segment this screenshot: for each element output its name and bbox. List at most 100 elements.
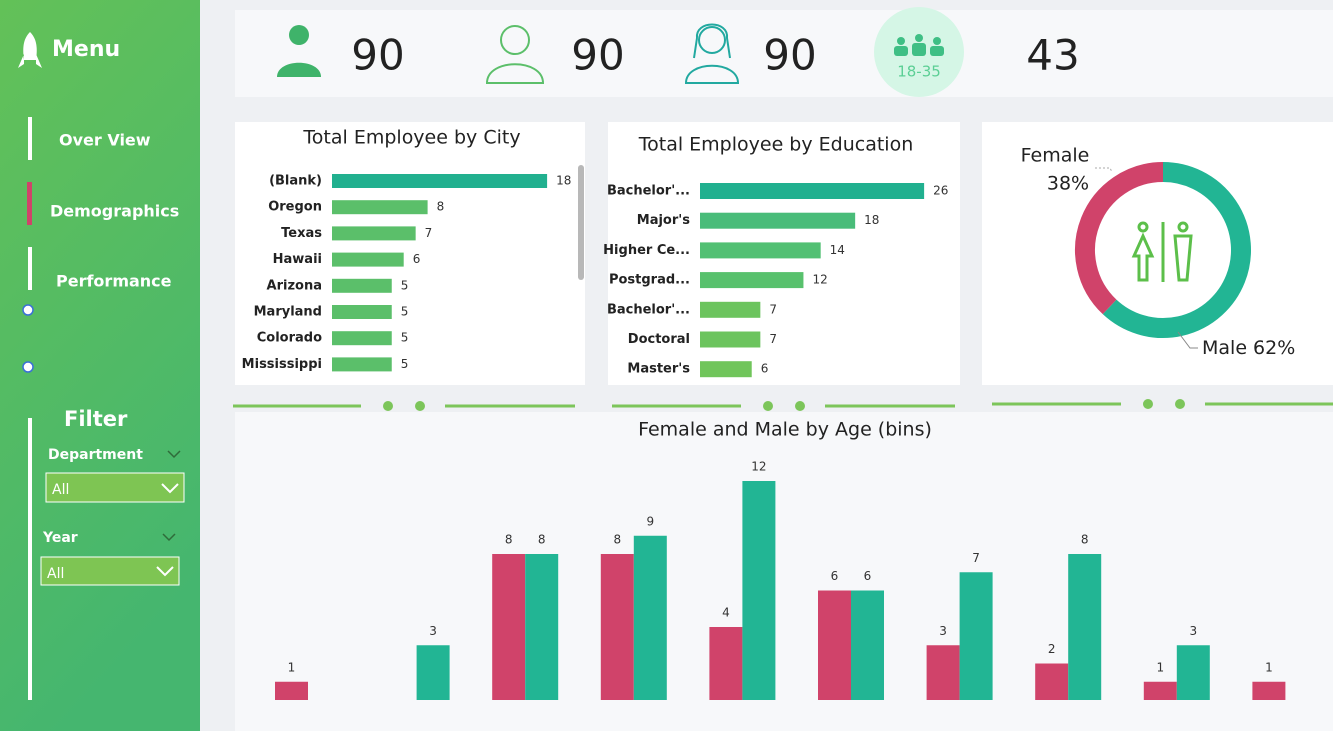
y-tick-label: (Blank): [269, 174, 322, 189]
data-label: 5: [401, 305, 409, 319]
bar: [1176, 645, 1210, 700]
data-label: 1: [1156, 660, 1164, 674]
gender-icon: [1131, 221, 1193, 282]
bar: [700, 242, 821, 259]
rocket-icon: [18, 32, 42, 68]
kpi-icon: [485, 25, 545, 84]
data-label: 8: [505, 533, 513, 547]
kpi-value: 43: [1026, 31, 1079, 80]
bar: [275, 681, 308, 700]
donut-slice: [1102, 162, 1251, 338]
bar: [700, 361, 752, 378]
data-label: 18: [556, 174, 571, 188]
bar: [416, 645, 450, 700]
bar: [851, 590, 884, 700]
y-tick-label: Bachelor'...: [607, 302, 690, 317]
data-label: 12: [812, 273, 827, 287]
bar: [742, 481, 776, 700]
data-label: 3: [1189, 624, 1197, 638]
separator: [233, 399, 1333, 411]
menu-item[interactable]: Over View: [59, 131, 151, 150]
menu-marker-active: [27, 182, 32, 225]
data-label: 6: [831, 569, 839, 583]
data-label: 5: [401, 331, 409, 345]
data-label: 26: [933, 184, 948, 198]
data-label: 1: [1265, 660, 1273, 674]
data-label: 14: [830, 243, 845, 257]
panel: [235, 122, 585, 385]
y-tick-label: Doctoral: [628, 332, 690, 347]
chevron[interactable]: [162, 533, 176, 542]
y-tick-label: Major's: [637, 213, 690, 228]
bar: [700, 183, 925, 199]
dropdown[interactable]: [45, 472, 185, 503]
kpi-badge-text: 18-35: [897, 63, 941, 81]
bar: [700, 331, 761, 348]
nav-dot[interactable]: [22, 361, 34, 373]
kpi-icon: [684, 23, 740, 84]
badge-icon: [894, 34, 944, 56]
y-tick-label: Maryland: [254, 305, 322, 320]
chevron[interactable]: [161, 483, 179, 494]
bar: [332, 331, 392, 346]
bar: [700, 272, 804, 289]
menu-item[interactable]: Performance: [56, 272, 172, 291]
bar: [926, 645, 960, 700]
scrollbar[interactable]: [578, 165, 584, 280]
y-tick-label: Colorado: [257, 331, 322, 346]
kpi-value: 90: [571, 31, 624, 80]
bar: [332, 357, 392, 372]
data-label: 7: [769, 332, 777, 346]
data-label: 12: [751, 460, 766, 474]
data-label: 3: [429, 624, 437, 638]
data-label: 7: [769, 302, 777, 316]
y-tick-label: Higher Ce...: [603, 243, 690, 258]
data-label: 18: [864, 213, 879, 227]
chevron[interactable]: [156, 566, 174, 577]
data-label: 1: [288, 660, 296, 674]
data-label: 7: [972, 551, 980, 565]
y-tick-label: Bachelor'...: [607, 184, 690, 199]
bar: [492, 554, 526, 700]
data-label: 4: [722, 606, 730, 620]
bar: [1143, 681, 1177, 700]
chart-title: Female and Male by Age (bins): [638, 419, 932, 441]
chart-title: Total Employee by Education: [638, 134, 914, 156]
y-tick-label: Hawaii: [273, 252, 322, 267]
slice-value: 38%: [1047, 173, 1089, 195]
bar: [525, 554, 559, 700]
y-tick-label: Master's: [627, 362, 690, 377]
leader-line: [1095, 167, 1113, 173]
chart-title: Total Employee by City: [302, 127, 520, 149]
bar: [332, 278, 392, 293]
nav-dot[interactable]: [22, 304, 34, 316]
slice-name: Male: [1202, 337, 1247, 359]
dropdown-value: All: [52, 482, 69, 498]
dropdown[interactable]: [40, 556, 180, 586]
y-tick-label: Texas: [281, 226, 322, 241]
bar: [709, 627, 743, 700]
bar: [700, 212, 856, 229]
data-label: 7: [425, 226, 433, 240]
data-label: 6: [413, 252, 421, 266]
y-tick-label: Arizona: [267, 278, 322, 293]
bar: [1068, 554, 1102, 700]
bar: [700, 301, 761, 318]
y-tick-label: Postgrad...: [609, 273, 690, 288]
chevron[interactable]: [167, 450, 181, 459]
bar: [1035, 663, 1069, 700]
filter-label: Department: [48, 447, 143, 463]
dropdown-value: All: [47, 566, 64, 582]
bar: [1252, 681, 1286, 700]
bar: [959, 572, 993, 700]
bar: [600, 554, 634, 700]
menu-title: Menu: [52, 37, 120, 62]
data-label: 8: [538, 533, 546, 547]
y-tick-label: Oregon: [268, 200, 322, 215]
kpi-panel: [235, 10, 1333, 97]
menu-item[interactable]: Demographics: [50, 202, 179, 221]
menu-marker: [28, 117, 32, 160]
bar: [332, 252, 404, 267]
bar: [332, 305, 392, 319]
